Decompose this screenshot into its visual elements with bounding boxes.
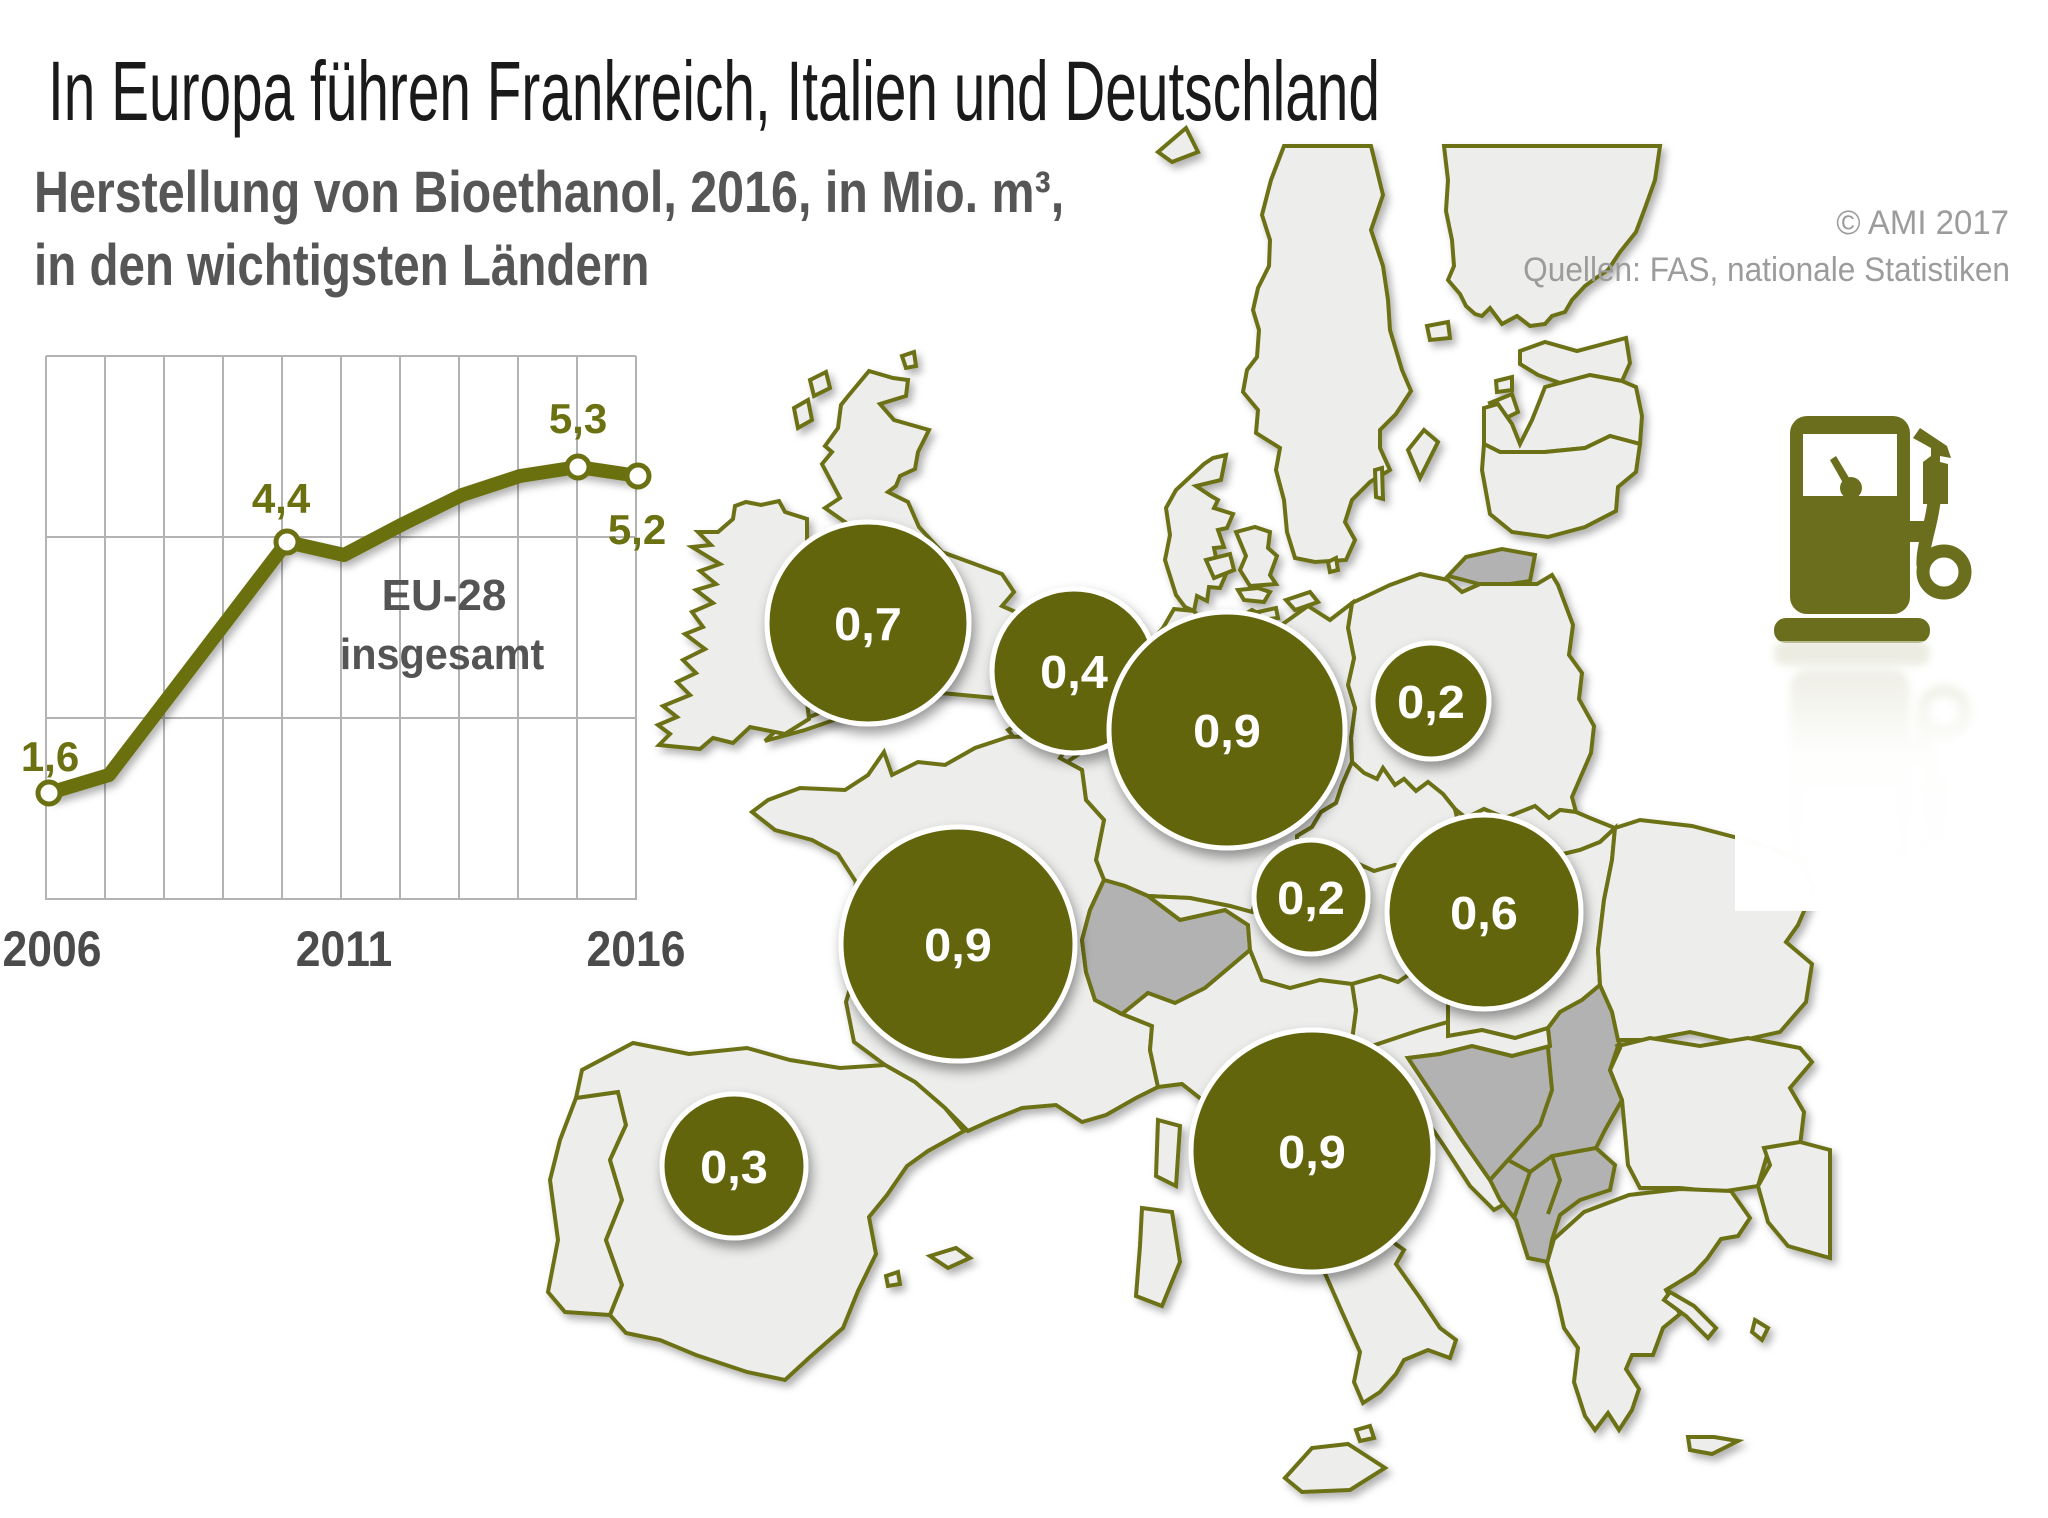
svg-text:0,7: 0,7 (834, 599, 902, 650)
svg-text:0,9: 0,9 (924, 920, 992, 971)
svg-text:2011: 2011 (296, 922, 393, 978)
svg-text:5,2: 5,2 (608, 506, 666, 553)
svg-text:2006: 2006 (3, 922, 102, 978)
svg-text:0,9: 0,9 (1193, 706, 1261, 757)
svg-text:5,3: 5,3 (549, 395, 607, 442)
svg-text:In Europa führen Frankreich, I: In Europa führen Frankreich, Italien und… (48, 45, 1380, 139)
svg-text:Herstellung von Bioethanol, 20: Herstellung von Bioethanol, 2016, in Mio… (34, 161, 1064, 225)
svg-text:0,2: 0,2 (1277, 873, 1345, 924)
svg-text:0,2: 0,2 (1397, 677, 1465, 728)
svg-text:insgesamt: insgesamt (340, 630, 545, 679)
svg-text:0,3: 0,3 (700, 1142, 768, 1193)
svg-text:Quellen: FAS, nationale Statis: Quellen: FAS, nationale Statistiken (1523, 250, 2010, 288)
svg-text:2016: 2016 (587, 922, 686, 978)
svg-text:0,6: 0,6 (1450, 888, 1518, 939)
svg-text:in den wichtigsten Ländern: in den wichtigsten Ländern (34, 234, 649, 299)
svg-text:1,6: 1,6 (21, 733, 79, 780)
svg-text:4,4: 4,4 (252, 475, 311, 522)
svg-text:0,9: 0,9 (1278, 1127, 1346, 1178)
svg-text:0,4: 0,4 (1040, 647, 1108, 698)
svg-text:© AMI 2017: © AMI 2017 (1836, 205, 2009, 243)
svg-text:EU-28: EU-28 (382, 571, 507, 620)
